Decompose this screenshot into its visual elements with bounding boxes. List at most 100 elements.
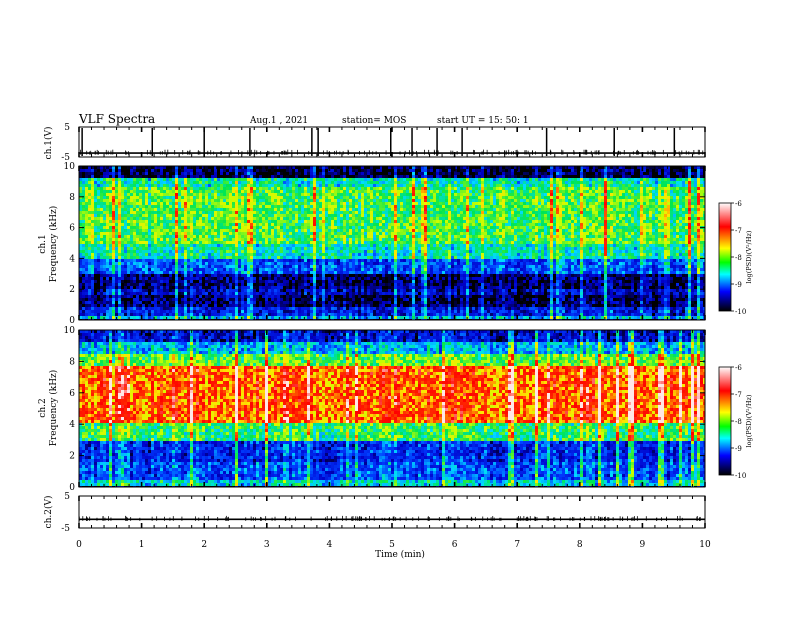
- spectrogram-cell: [229, 295, 232, 298]
- spectrogram-cell: [139, 280, 142, 283]
- spectrogram-cell: [208, 256, 211, 259]
- spectrogram-cell: [331, 304, 334, 307]
- spectrogram-cell: [205, 262, 208, 265]
- spectrogram-cell: [238, 175, 241, 178]
- spectrogram-cell: [166, 172, 169, 175]
- spectrogram-cell: [100, 250, 103, 253]
- spectrogram-cell: [334, 232, 337, 235]
- spectrogram-cell: [112, 214, 115, 217]
- spectrogram-cell: [214, 256, 217, 259]
- spectrogram-cell: [151, 265, 154, 268]
- spectrogram-cell: [196, 175, 199, 178]
- spectrogram-cell: [283, 235, 286, 238]
- spectrogram-cell: [286, 295, 289, 298]
- spectrogram-cell: [205, 187, 208, 190]
- spectrogram-cell: [256, 286, 259, 289]
- spectrogram-cell: [157, 250, 160, 253]
- spectrogram-cell: [214, 271, 217, 274]
- spectrogram-cell: [259, 271, 262, 274]
- spectrogram-cell: [229, 193, 232, 196]
- spectrogram-cell: [190, 217, 193, 220]
- spectrogram-cell: [160, 271, 163, 274]
- spectrogram-cell: [280, 178, 283, 181]
- spectrogram-cell: [157, 193, 160, 196]
- spectrogram-cell: [307, 256, 310, 259]
- spectrogram-cell: [316, 316, 319, 319]
- spectrogram-cell: [295, 256, 298, 259]
- spectrogram-cell: [286, 199, 289, 202]
- spectrogram-cell: [238, 196, 241, 199]
- spectrogram-cell: [118, 223, 121, 226]
- spectrogram-cell: [346, 229, 349, 232]
- spectrogram-cell: [181, 265, 184, 268]
- spectrogram-cell: [118, 199, 121, 202]
- spectrogram-cell: [328, 226, 331, 229]
- spectrogram-cell: [79, 316, 82, 319]
- spectrogram-cell: [340, 229, 343, 232]
- spectrogram-cell: [130, 226, 133, 229]
- spectrogram-cell: [289, 253, 292, 256]
- spectrogram-cell: [196, 313, 199, 316]
- spectrogram-cell: [181, 295, 184, 298]
- spectrogram-cell: [265, 217, 268, 220]
- spectrogram-cell: [151, 247, 154, 250]
- spectrogram-cell: [316, 169, 319, 172]
- spectrogram-cell: [361, 193, 364, 196]
- spectrogram-cell: [334, 178, 337, 181]
- spectrogram-cell: [118, 268, 121, 271]
- spectrogram-cell: [94, 283, 97, 286]
- spectrogram-cell: [124, 256, 127, 259]
- spectrogram-cell: [325, 235, 328, 238]
- spectrogram-cell: [274, 301, 277, 304]
- spectrogram-cell: [322, 271, 325, 274]
- spectrogram-cell: [124, 271, 127, 274]
- spectrogram-cell: [301, 274, 304, 277]
- spectrogram-cell: [166, 295, 169, 298]
- spectrogram-cell: [91, 316, 94, 319]
- spectrogram-cell: [88, 229, 91, 232]
- spectrogram-cell: [355, 271, 358, 274]
- spectrogram-cell: [241, 283, 244, 286]
- spectrogram-cell: [178, 187, 181, 190]
- spectrogram-cell: [163, 202, 166, 205]
- spectrogram-cell: [223, 304, 226, 307]
- spectrogram-cell: [175, 244, 178, 247]
- spectrogram-cell: [103, 298, 106, 301]
- spectrogram-cell: [340, 184, 343, 187]
- spectrogram-cell: [97, 199, 100, 202]
- spectrogram-cell: [91, 313, 94, 316]
- spectrogram-cell: [301, 226, 304, 229]
- spectrogram-cell: [307, 217, 310, 220]
- spectrogram-cell: [91, 178, 94, 181]
- spectrogram-cell: [316, 298, 319, 301]
- spectrogram-cell: [307, 310, 310, 313]
- spectrogram-cell: [358, 253, 361, 256]
- spectrogram-cell: [301, 292, 304, 295]
- spectrogram-cell: [232, 241, 235, 244]
- spectrogram-cell: [280, 283, 283, 286]
- spectrogram-cell: [313, 283, 316, 286]
- spectrogram-cell: [340, 277, 343, 280]
- spectrogram-cell: [217, 235, 220, 238]
- spectrogram-ch1-ylabel-line1: ch.1: [38, 234, 48, 253]
- spectrogram-cell: [166, 193, 169, 196]
- spectrogram-cell: [124, 211, 127, 214]
- spectrogram-cell: [358, 208, 361, 211]
- spectrogram-cell: [253, 292, 256, 295]
- spectrogram-cell: [172, 274, 175, 277]
- spectrogram-cell: [298, 223, 301, 226]
- spectrogram-cell: [361, 307, 364, 310]
- spectrogram-cell: [184, 271, 187, 274]
- spectrogram-cell: [358, 310, 361, 313]
- spectrogram-cell: [187, 313, 190, 316]
- spectrogram-ch1: [79, 166, 705, 320]
- spectrogram-cell: [145, 205, 148, 208]
- spectrogram-cell: [349, 280, 352, 283]
- spectrogram-cell: [97, 286, 100, 289]
- spectrogram-cell: [160, 169, 163, 172]
- spectrogram-cell: [193, 217, 196, 220]
- spectrogram-cell: [133, 187, 136, 190]
- spectrogram-cell: [109, 304, 112, 307]
- spectrogram-cell: [322, 208, 325, 211]
- spectrogram-cell: [109, 289, 112, 292]
